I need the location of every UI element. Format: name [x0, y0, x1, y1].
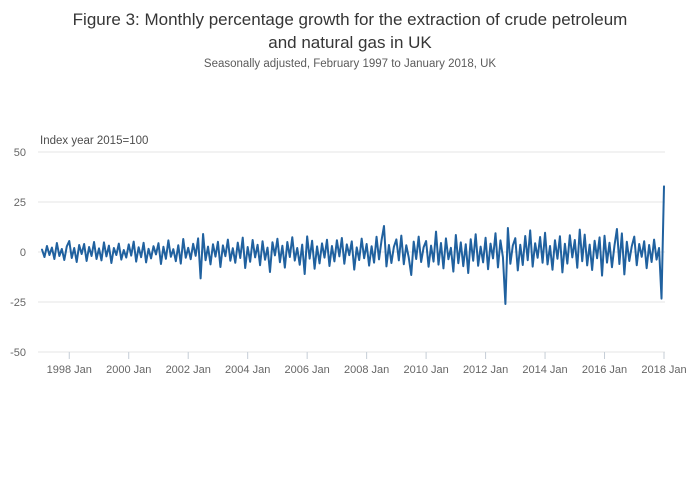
- x-tick-label: 2006 Jan: [285, 364, 330, 376]
- y-axis-note: Index year 2015=100: [40, 135, 149, 147]
- y-tick-label: 50: [14, 147, 26, 159]
- chart-title-line1: Figure 3: Monthly percentage growth for …: [72, 10, 628, 29]
- x-tick-label: 2018 Jan: [641, 364, 686, 376]
- y-tick-label: -25: [10, 297, 26, 309]
- chart-title-line2: and natural gas in UK: [268, 33, 432, 52]
- x-tick-label: 2000 Jan: [106, 364, 151, 376]
- y-tick-label: 0: [20, 247, 26, 259]
- data-line-series: [41, 185, 665, 305]
- chart-title: Figure 3: Monthly percentage growth for …: [0, 8, 700, 54]
- y-tick-label: -50: [10, 347, 26, 359]
- x-tick-label: 2014 Jan: [522, 364, 567, 376]
- x-tick-label: 2012 Jan: [463, 364, 508, 376]
- x-tick-label: 1998 Jan: [47, 364, 92, 376]
- x-tick-label: 2002 Jan: [166, 364, 211, 376]
- x-tick-label: 2004 Jan: [225, 364, 270, 376]
- x-tick-label: 2016 Jan: [582, 364, 627, 376]
- x-tick-label: 2008 Jan: [344, 364, 389, 376]
- y-tick-label: 25: [14, 197, 26, 209]
- chart-subtitle: Seasonally adjusted, February 1997 to Ja…: [203, 58, 497, 70]
- x-tick-label: 2010 Jan: [403, 364, 448, 376]
